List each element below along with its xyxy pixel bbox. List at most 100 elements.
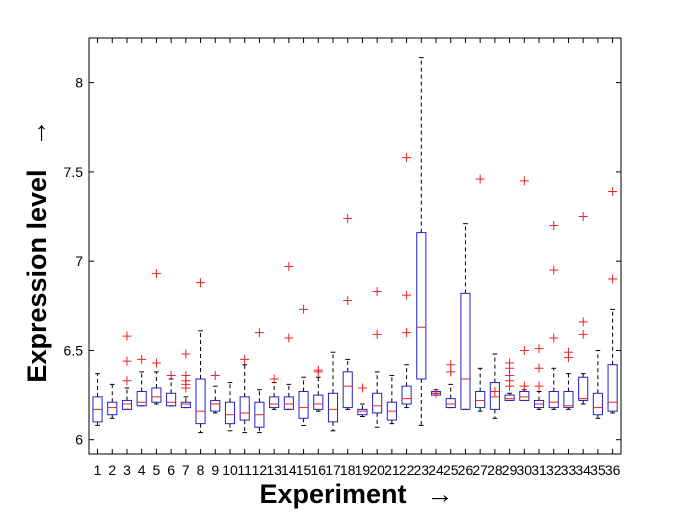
box-iqr (107, 401, 118, 416)
outlier-marker (519, 176, 529, 186)
box-iqr (166, 392, 177, 407)
x-tick-label: 12 (252, 462, 268, 478)
box-iqr (563, 391, 574, 409)
outlier-marker (343, 213, 353, 223)
box-iqr (151, 387, 162, 403)
y-tick-label: 6 (75, 432, 83, 448)
box-iqr (607, 364, 618, 412)
y-axis: 6 6.5 7 7.5 8 (64, 75, 621, 448)
box-25 (445, 360, 456, 409)
outlier-marker (284, 262, 294, 272)
x-tick-label: 32 (546, 462, 562, 478)
box-iqr (416, 232, 427, 380)
box-iqr (239, 396, 250, 421)
x-tick-label: 6 (167, 462, 175, 478)
y-tick-label: 6.5 (64, 342, 84, 358)
x-tick-label: 16 (310, 462, 326, 478)
x-axis-label: Experiment (259, 479, 406, 509)
box-iqr (372, 392, 383, 414)
box-35 (592, 349, 603, 419)
box-3 (121, 331, 133, 410)
outlier-marker (534, 344, 544, 354)
outlier-marker (151, 358, 161, 368)
outlier-marker (534, 381, 544, 391)
y-axis-arrow: → (22, 120, 52, 147)
box-iqr (504, 394, 515, 401)
x-tick-label: 35 (590, 462, 606, 478)
outlier-marker (402, 153, 412, 163)
x-tick-label: 22 (399, 462, 415, 478)
x-tick-label: 11 (237, 462, 252, 478)
box-iqr (327, 392, 339, 423)
outlier-marker (549, 265, 559, 275)
outlier-marker (578, 212, 588, 222)
x-tick-label: 31 (531, 462, 547, 478)
x-tick-label: 1 (94, 462, 102, 478)
box-31 (533, 344, 545, 410)
box-iqr (401, 385, 412, 405)
x-tick-label: 27 (472, 462, 488, 478)
box-15 (298, 304, 309, 426)
x-tick-label: 13 (266, 462, 282, 478)
box-iqr (475, 391, 486, 409)
y-tick-label: 7 (75, 253, 83, 269)
outlier-marker (372, 287, 382, 297)
box-26 (460, 223, 471, 410)
box-iqr (519, 391, 530, 401)
box-iqr (298, 391, 309, 419)
outlier-marker (181, 349, 191, 359)
box-20 (372, 287, 383, 428)
x-axis: 1 2 3 4 5 6 7 8 9 10 11 12 13 14 15 16 17 18 19 20 21 22 23 24 2… (94, 38, 621, 478)
box-iqr (269, 396, 280, 409)
box-30 (519, 176, 530, 401)
outlier-marker (446, 360, 456, 370)
outlier-marker (490, 387, 500, 397)
x-tick-label: 29 (502, 462, 518, 478)
box-18 (342, 213, 353, 410)
box-8 (195, 278, 206, 434)
y-tick-label: 7.5 (64, 164, 84, 180)
box-iqr (592, 392, 603, 416)
box-12 (254, 328, 265, 434)
box-19 (357, 383, 368, 418)
x-tick-label: 2 (108, 462, 116, 478)
y-axis-label: Expression level (22, 169, 52, 382)
outlier-marker (505, 358, 515, 368)
box-iqr (460, 292, 471, 410)
x-tick-label: 14 (281, 462, 297, 478)
plot-area-frame (88, 37, 622, 455)
x-tick-label: 3 (123, 462, 131, 478)
outlier-marker (402, 290, 412, 300)
box-iqr (548, 391, 559, 409)
box-33 (563, 347, 574, 410)
box-iqr (357, 408, 368, 416)
outlier-marker (151, 269, 161, 279)
outlier-marker (608, 274, 618, 284)
box-iqr (578, 376, 589, 401)
outlier-marker (254, 328, 264, 338)
box-28 (489, 353, 500, 419)
outlier-marker (122, 376, 132, 386)
outlier-marker (122, 356, 132, 366)
box-iqr (121, 399, 133, 410)
box-23 (416, 57, 427, 426)
box-29 (504, 358, 515, 401)
x-tick-label: 21 (384, 462, 400, 478)
outlier-marker (563, 347, 573, 357)
outlier-marker (137, 354, 147, 364)
x-tick-label: 10 (222, 462, 238, 478)
box-iqr (489, 382, 500, 410)
box-6 (166, 370, 177, 407)
box-iqr (313, 394, 324, 410)
outlier-marker (534, 363, 544, 373)
x-axis-title: Experiment → (259, 479, 453, 509)
y-axis-title: Expression level → (22, 120, 52, 383)
outlier-marker (181, 370, 191, 380)
box-iqr (210, 399, 221, 412)
outlier-marker (519, 345, 529, 355)
box-21 (386, 374, 397, 425)
outlier-marker (608, 187, 618, 197)
y-tick-label: 8 (75, 75, 83, 91)
box-7 (180, 349, 191, 409)
outlier-marker (299, 304, 309, 314)
